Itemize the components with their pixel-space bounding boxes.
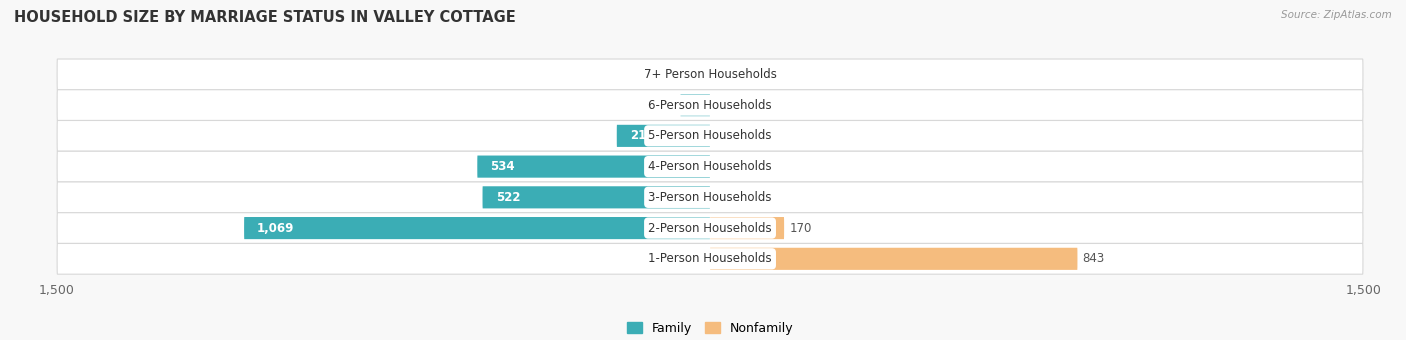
FancyBboxPatch shape (482, 186, 710, 208)
Text: 0: 0 (716, 99, 723, 112)
Text: Source: ZipAtlas.com: Source: ZipAtlas.com (1281, 10, 1392, 20)
Text: HOUSEHOLD SIZE BY MARRIAGE STATUS IN VALLEY COTTAGE: HOUSEHOLD SIZE BY MARRIAGE STATUS IN VAL… (14, 10, 516, 25)
Text: 4-Person Households: 4-Person Households (648, 160, 772, 173)
Legend: Family, Nonfamily: Family, Nonfamily (621, 317, 799, 340)
FancyBboxPatch shape (58, 59, 1362, 90)
FancyBboxPatch shape (710, 248, 1077, 270)
Text: 0: 0 (716, 191, 723, 204)
Text: 522: 522 (495, 191, 520, 204)
Text: 68: 68 (661, 99, 676, 112)
FancyBboxPatch shape (477, 155, 710, 178)
FancyBboxPatch shape (245, 217, 710, 239)
Text: 2-Person Households: 2-Person Households (648, 222, 772, 235)
Text: 0: 0 (716, 68, 723, 81)
FancyBboxPatch shape (681, 94, 710, 116)
FancyBboxPatch shape (58, 182, 1362, 213)
FancyBboxPatch shape (58, 120, 1362, 151)
FancyBboxPatch shape (58, 90, 1362, 120)
FancyBboxPatch shape (58, 243, 1362, 274)
Text: 1-Person Households: 1-Person Households (648, 252, 772, 265)
FancyBboxPatch shape (58, 213, 1362, 243)
FancyBboxPatch shape (710, 217, 785, 239)
Text: 6-Person Households: 6-Person Households (648, 99, 772, 112)
Text: 170: 170 (789, 222, 811, 235)
Text: 3-Person Households: 3-Person Households (648, 191, 772, 204)
Text: 214: 214 (630, 129, 654, 142)
Text: 0: 0 (716, 160, 723, 173)
FancyBboxPatch shape (617, 125, 710, 147)
Text: 0: 0 (697, 252, 704, 265)
FancyBboxPatch shape (58, 151, 1362, 182)
Text: 5-Person Households: 5-Person Households (648, 129, 772, 142)
Text: 7+ Person Households: 7+ Person Households (644, 68, 776, 81)
Text: 843: 843 (1083, 252, 1105, 265)
Text: 0: 0 (697, 68, 704, 81)
Text: 1,069: 1,069 (257, 222, 294, 235)
Text: 0: 0 (716, 129, 723, 142)
Text: 534: 534 (491, 160, 515, 173)
